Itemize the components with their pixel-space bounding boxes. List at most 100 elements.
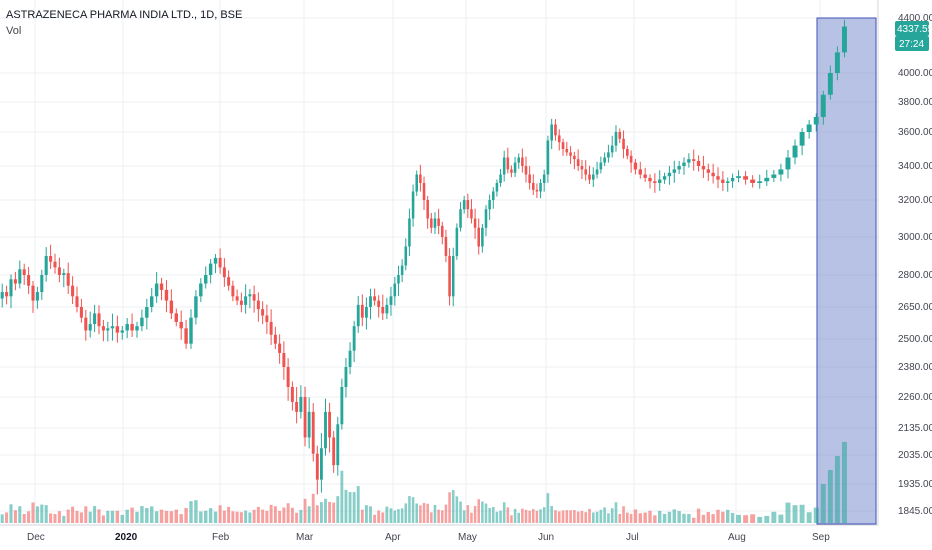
candle-body [27, 275, 31, 286]
volume-bar [40, 504, 44, 523]
candle [569, 146, 572, 164]
candle [643, 167, 647, 182]
volume-bar [517, 512, 520, 523]
candle [273, 326, 277, 350]
volume-bar [101, 515, 105, 523]
candle [125, 317, 129, 339]
y-tick-label-15: 1845.00 [898, 506, 932, 517]
candle-body [213, 257, 218, 264]
volume-bar [785, 502, 791, 523]
volume-bar [57, 511, 61, 523]
candle-body [40, 275, 44, 293]
candle-body [328, 411, 332, 438]
volume-bar [484, 503, 488, 523]
candle [286, 358, 290, 401]
candle [18, 260, 22, 289]
candle-body [174, 313, 178, 322]
highlight-box[interactable] [816, 17, 877, 525]
y-tick-label-9: 2500.00 [898, 334, 932, 345]
candle [433, 212, 437, 235]
candle [389, 286, 393, 316]
y-tick-label-1: 4000.00 [898, 68, 932, 79]
x-tick-label-8: Aug [728, 532, 746, 543]
candle-body [332, 437, 336, 466]
last-price-badge: 4337.55 [895, 21, 932, 36]
candle [580, 159, 584, 179]
candle [750, 175, 756, 188]
candle-body [62, 273, 66, 275]
candle [315, 445, 319, 495]
volume-bar [169, 511, 174, 523]
candle-body [813, 117, 819, 125]
candle [101, 319, 105, 342]
candle-body [319, 448, 323, 480]
candle [49, 244, 53, 269]
volume-bar [66, 509, 70, 523]
candle [53, 253, 57, 274]
candle [743, 171, 749, 185]
candle [110, 313, 115, 341]
volume-bar [532, 509, 535, 523]
candle [381, 294, 385, 321]
candle [0, 283, 4, 308]
volume-bars [0, 442, 847, 523]
candle-body [97, 313, 101, 327]
y-tick-label-3: 3600.00 [898, 127, 932, 138]
volume-bar [208, 508, 213, 523]
time-axis[interactable]: Dec 2020 Feb Mar Apr May Jun Jul Aug Sep [27, 532, 830, 543]
candle-body [771, 174, 777, 178]
volume-bar [411, 497, 415, 523]
volume-bar [44, 505, 48, 523]
candle-body [189, 317, 193, 344]
volume-bar [311, 493, 315, 523]
candle [455, 223, 459, 260]
candle-body [599, 162, 603, 170]
volume-bar [239, 512, 243, 523]
y-tick-label-13: 2035.00 [898, 450, 932, 461]
candle [145, 298, 149, 330]
candle [603, 152, 606, 167]
candle-body [218, 257, 222, 268]
candle-body [57, 267, 61, 275]
candle-body [315, 453, 319, 480]
volume-bar [22, 513, 26, 523]
volume-bar [369, 506, 372, 523]
candle [517, 153, 520, 169]
candle-body [643, 174, 647, 178]
volume-bar [79, 512, 83, 523]
volume-label: Vol [6, 25, 21, 37]
volume-bar [227, 506, 231, 523]
volume-bar [820, 484, 826, 523]
volume-bar [145, 508, 149, 523]
x-tick-label-7: Jul [626, 532, 639, 543]
candle [295, 387, 299, 424]
y-tick-label-6: 3000.00 [898, 232, 932, 243]
candle-body [222, 267, 226, 278]
volume-bar [692, 517, 696, 523]
y-tick-label-2: 3800.00 [898, 97, 932, 108]
volume-bar [110, 510, 115, 523]
price-axis[interactable]: 4400.00 4000.00 3800.00 3600.00 3400.00 3200.… [898, 13, 932, 517]
volume-bar [648, 510, 652, 523]
candle-body [430, 218, 433, 228]
candle [71, 276, 75, 305]
candle-body [806, 124, 812, 132]
candle-body [393, 283, 397, 297]
candle-body [743, 176, 749, 180]
volume-bar [62, 515, 66, 523]
last-price-badge-bg [895, 21, 929, 36]
candle [481, 223, 484, 253]
volume-bar [419, 505, 422, 523]
volume-bar [422, 502, 426, 523]
volume-bar [736, 514, 742, 523]
volume-bar [495, 511, 499, 523]
candle [599, 156, 603, 174]
candle-body [53, 261, 57, 268]
candle-body [459, 209, 462, 228]
candle-body [66, 273, 70, 286]
volume-bar [377, 510, 381, 523]
candle-body [49, 256, 53, 262]
candles [0, 19, 847, 495]
